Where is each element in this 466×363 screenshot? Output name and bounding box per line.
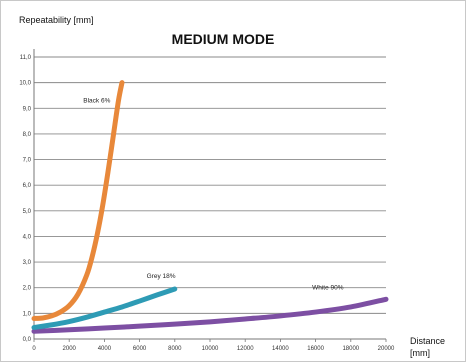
x-tick-label: 2000 — [63, 346, 77, 352]
x-tick-label: 16000 — [307, 346, 324, 352]
y-tick-label: 7,0 — [23, 158, 32, 164]
x-axis-unit: [mm] — [410, 348, 430, 358]
x-tick-label: 8000 — [168, 346, 182, 352]
x-tick-label: 14000 — [272, 346, 289, 352]
y-tick-label: 0,0 — [23, 337, 32, 343]
axes — [33, 49, 387, 342]
series-line-black-6 — [31, 80, 125, 321]
y-tick-label: 5,0 — [23, 209, 32, 215]
series-label-black-6: Black 6% — [83, 98, 110, 105]
x-tick-label: 10000 — [202, 346, 219, 352]
x-tick-label: 18000 — [342, 346, 359, 352]
y-tick-label: 10,0 — [19, 81, 31, 87]
y-tick-label: 1,0 — [23, 311, 32, 317]
x-tick-label: 0 — [32, 346, 36, 352]
x-axis-title: Distance — [410, 336, 445, 346]
series-label-grey-18: Grey 18% — [147, 273, 176, 280]
x-tick-label: 12000 — [237, 346, 254, 352]
y-tick-label: 3,0 — [23, 260, 32, 266]
x-tick-label: 6000 — [133, 346, 147, 352]
series-label-white-90: White 90% — [312, 285, 344, 292]
y-axis-title: Repeatability [mm] — [19, 15, 94, 25]
labels: 0,0 1,0 2,0 3,0 4,0 5,0 6,0 7,0 8,0 9,0 10,0 11,0 0 2… — [19, 15, 445, 358]
y-tick-label: 4,0 — [23, 234, 32, 240]
y-tick-label: 9,0 — [23, 106, 32, 112]
y-tick-label: 2,0 — [23, 286, 32, 292]
y-tick-label: 11,0 — [20, 55, 32, 61]
x-tick-label: 20000 — [378, 346, 395, 352]
y-tick-label: 8,0 — [23, 132, 32, 138]
chart-title: MEDIUM MODE — [172, 31, 275, 47]
series-line-grey-18 — [31, 286, 178, 330]
y-tick-label: 6,0 — [23, 183, 32, 189]
x-tick-label: 4000 — [98, 346, 112, 352]
series-lines — [31, 80, 389, 334]
series-line-white-90 — [31, 296, 389, 334]
